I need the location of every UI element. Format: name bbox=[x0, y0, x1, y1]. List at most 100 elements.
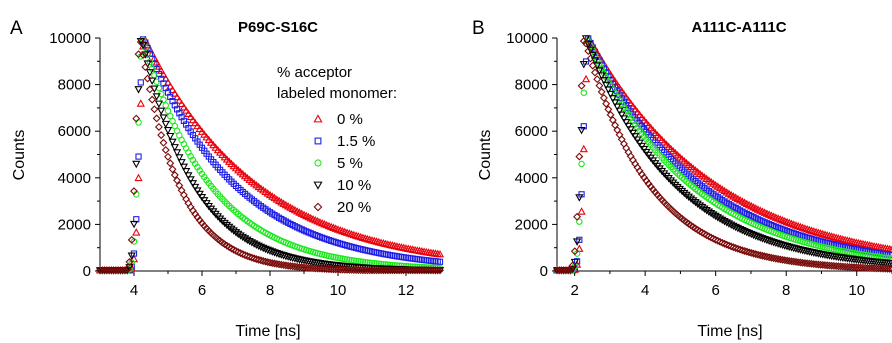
data-point bbox=[754, 250, 762, 259]
data-point bbox=[270, 259, 279, 268]
data-point bbox=[436, 258, 444, 265]
data-point bbox=[760, 252, 769, 261]
data-point bbox=[259, 257, 268, 265]
data-point bbox=[834, 234, 843, 242]
data-point bbox=[668, 179, 678, 188]
data-point bbox=[141, 63, 150, 72]
data-point bbox=[606, 90, 615, 99]
data-point bbox=[642, 176, 651, 185]
data-point bbox=[827, 232, 836, 240]
data-point bbox=[146, 58, 154, 66]
data-point bbox=[677, 187, 687, 196]
data-point bbox=[179, 103, 189, 111]
data-point bbox=[166, 132, 175, 141]
data-point bbox=[887, 260, 892, 268]
x-tick-label: 6 bbox=[712, 282, 720, 299]
legend-marker bbox=[314, 159, 322, 167]
data-point bbox=[213, 213, 223, 221]
data-point bbox=[767, 253, 776, 262]
data-point bbox=[245, 252, 254, 261]
data-point bbox=[666, 205, 675, 214]
data-point bbox=[617, 135, 626, 144]
data-point bbox=[164, 152, 172, 161]
x-tick-label: 4 bbox=[130, 282, 138, 299]
data-point bbox=[222, 221, 232, 230]
legend-entry-label: 0 % bbox=[337, 111, 363, 128]
data-point bbox=[615, 107, 624, 116]
data-point bbox=[243, 252, 252, 260]
data-point bbox=[577, 126, 586, 135]
data-point bbox=[579, 61, 588, 69]
data-point bbox=[727, 242, 736, 251]
data-point bbox=[575, 194, 584, 202]
x-tick-label: 2 bbox=[570, 282, 578, 299]
data-point bbox=[177, 99, 186, 108]
data-point bbox=[179, 190, 188, 199]
data-point bbox=[624, 148, 633, 157]
panel-a-xlabel: Time [ns] bbox=[235, 323, 300, 340]
data-point bbox=[168, 165, 177, 174]
data-point bbox=[762, 252, 771, 261]
data-point bbox=[742, 247, 751, 256]
data-point bbox=[352, 257, 360, 265]
data-point bbox=[154, 100, 164, 109]
data-point bbox=[707, 233, 716, 242]
data-point bbox=[619, 115, 629, 123]
data-point bbox=[836, 234, 845, 243]
panel-b-label: B bbox=[472, 18, 485, 39]
data-point bbox=[576, 236, 583, 243]
data-point bbox=[184, 109, 193, 117]
data-point bbox=[170, 171, 179, 180]
data-point bbox=[141, 51, 150, 59]
data-point bbox=[640, 173, 649, 182]
data-point bbox=[275, 260, 284, 269]
x-tick-label: 10 bbox=[848, 282, 865, 299]
data-point bbox=[751, 250, 760, 259]
data-point bbox=[132, 160, 141, 169]
panel-a-legend: % acceptor labeled monomer: bbox=[277, 64, 397, 102]
data-point bbox=[191, 118, 200, 127]
series-20-pct bbox=[96, 38, 444, 275]
data-point bbox=[711, 235, 720, 244]
data-point bbox=[756, 251, 765, 260]
data-point bbox=[578, 160, 585, 168]
data-point bbox=[145, 85, 154, 94]
data-point bbox=[168, 138, 177, 147]
data-point bbox=[154, 123, 163, 131]
data-point bbox=[348, 256, 355, 264]
data-point bbox=[229, 245, 238, 254]
data-point bbox=[584, 40, 593, 49]
data-point bbox=[350, 257, 358, 264]
data-point bbox=[722, 240, 731, 249]
data-point bbox=[433, 266, 442, 275]
legend-title-line1: % acceptor bbox=[277, 64, 352, 81]
data-point bbox=[261, 257, 270, 266]
data-point bbox=[675, 185, 684, 194]
data-point bbox=[252, 255, 261, 264]
data-point bbox=[580, 89, 588, 97]
data-point bbox=[207, 229, 216, 238]
data-point bbox=[673, 183, 682, 192]
data-point bbox=[584, 47, 593, 56]
data-point bbox=[170, 89, 179, 97]
data-point bbox=[132, 114, 141, 123]
data-point bbox=[791, 257, 800, 266]
data-point bbox=[765, 253, 774, 262]
panel-a-plot: 0 2000 4000 6000 8000 10000 4 6 8 10 12 0 % 1.5 % 5 %… bbox=[49, 30, 445, 299]
data-point bbox=[573, 258, 581, 265]
data-point bbox=[172, 149, 182, 157]
series-0-pct bbox=[95, 36, 445, 274]
data-point bbox=[637, 170, 646, 179]
data-point bbox=[152, 93, 161, 101]
data-point bbox=[177, 159, 186, 167]
x-tick-label: 10 bbox=[330, 282, 347, 299]
x-tick-label: 4 bbox=[641, 282, 649, 299]
data-point bbox=[590, 57, 600, 65]
data-point bbox=[247, 253, 256, 262]
data-point bbox=[195, 124, 204, 133]
y-tick-label: 10000 bbox=[49, 30, 91, 47]
data-point bbox=[186, 176, 195, 184]
panel-b-title: A111C-A111C bbox=[691, 19, 786, 36]
y-tick-label: 0 bbox=[83, 263, 91, 280]
y-tick-label: 10000 bbox=[506, 30, 548, 47]
